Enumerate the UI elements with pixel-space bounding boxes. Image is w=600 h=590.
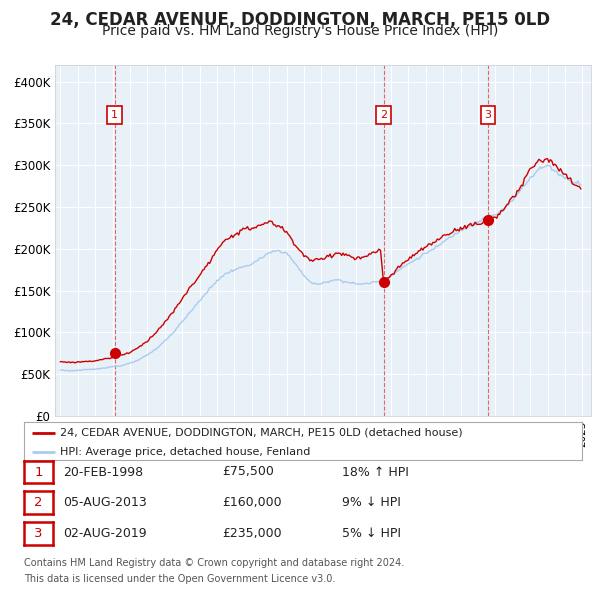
- Text: 1: 1: [111, 110, 118, 120]
- Text: This data is licensed under the Open Government Licence v3.0.: This data is licensed under the Open Gov…: [24, 574, 335, 584]
- Text: Price paid vs. HM Land Registry's House Price Index (HPI): Price paid vs. HM Land Registry's House …: [102, 24, 498, 38]
- Text: 2: 2: [34, 496, 43, 509]
- Text: 3: 3: [485, 110, 491, 120]
- Text: 05-AUG-2013: 05-AUG-2013: [63, 496, 147, 509]
- Text: 2: 2: [380, 110, 387, 120]
- Text: £75,500: £75,500: [222, 466, 274, 478]
- Text: 20-FEB-1998: 20-FEB-1998: [63, 466, 143, 478]
- Text: 1: 1: [34, 466, 43, 478]
- Text: £235,000: £235,000: [222, 527, 281, 540]
- Text: HPI: Average price, detached house, Fenland: HPI: Average price, detached house, Fenl…: [60, 447, 311, 457]
- Text: 24, CEDAR AVENUE, DODDINGTON, MARCH, PE15 0LD: 24, CEDAR AVENUE, DODDINGTON, MARCH, PE1…: [50, 11, 550, 29]
- Text: 5% ↓ HPI: 5% ↓ HPI: [342, 527, 401, 540]
- Text: £160,000: £160,000: [222, 496, 281, 509]
- Text: 24, CEDAR AVENUE, DODDINGTON, MARCH, PE15 0LD (detached house): 24, CEDAR AVENUE, DODDINGTON, MARCH, PE1…: [60, 428, 463, 438]
- Text: Contains HM Land Registry data © Crown copyright and database right 2024.: Contains HM Land Registry data © Crown c…: [24, 558, 404, 568]
- Text: 02-AUG-2019: 02-AUG-2019: [63, 527, 146, 540]
- Text: 18% ↑ HPI: 18% ↑ HPI: [342, 466, 409, 478]
- Text: 9% ↓ HPI: 9% ↓ HPI: [342, 496, 401, 509]
- Text: 3: 3: [34, 527, 43, 540]
